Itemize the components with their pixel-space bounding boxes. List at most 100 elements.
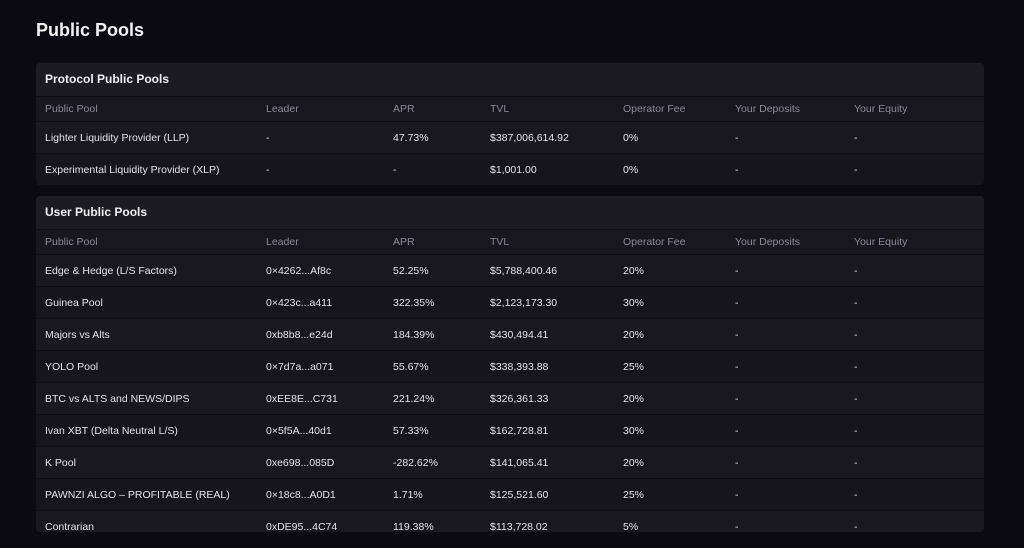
- your-deposits-cell: -: [726, 254, 845, 287]
- pool-name-cell: Ivan XBT (Delta Neutral L/S): [36, 414, 257, 447]
- pool-name-cell: Edge & Hedge (L/S Factors): [36, 254, 257, 287]
- table-row[interactable]: Experimental Liquidity Provider (XLP) - - $…: [36, 153, 984, 185]
- protocol-pools-card: Protocol Public Pools Public Pool Leader…: [36, 63, 984, 185]
- apr-cell: 119.38%: [384, 510, 481, 532]
- table-row[interactable]: Edge & Hedge (L/S Factors) 0×4262...Af8c 5…: [36, 254, 984, 287]
- leader-cell: 0×423c...a411: [257, 286, 384, 319]
- tvl-cell: $1,001.00: [481, 153, 614, 185]
- apr-cell: 221.24%: [384, 382, 481, 415]
- col-operator-fee[interactable]: Operator Fee: [614, 230, 726, 255]
- your-deposits-cell: -: [726, 382, 845, 415]
- pool-name-cell: Contrarian: [36, 510, 257, 532]
- leader-cell: 0xe698...085D: [257, 446, 384, 479]
- your-equity-cell: -: [845, 153, 984, 185]
- operator-fee-cell: 30%: [614, 414, 726, 447]
- your-deposits-cell: -: [726, 414, 845, 447]
- leader-cell: 0×18c8...A0D1: [257, 478, 384, 511]
- user-pools-card: User Public Pools Public Pool Leader APR…: [36, 196, 984, 532]
- protocol-table-header: Public Pool Leader APR TVL Operator Fee …: [36, 97, 984, 122]
- your-deposits-cell: -: [726, 286, 845, 319]
- table-row[interactable]: BTC vs ALTS and NEWS/DIPS 0xEE8E...C731 22…: [36, 382, 984, 415]
- leader-cell: -: [257, 121, 384, 154]
- tvl-cell: $387,006,614.92: [481, 121, 614, 154]
- your-deposits-cell: -: [726, 478, 845, 511]
- col-leader[interactable]: Leader: [257, 97, 384, 122]
- operator-fee-cell: 20%: [614, 318, 726, 351]
- operator-fee-cell: 20%: [614, 446, 726, 479]
- your-deposits-cell: -: [726, 121, 845, 154]
- leader-cell: 0×7d7a...a071: [257, 350, 384, 383]
- your-equity-cell: -: [845, 478, 984, 511]
- your-equity-cell: -: [845, 121, 984, 154]
- your-equity-cell: -: [845, 318, 984, 351]
- apr-cell: 55.67%: [384, 350, 481, 383]
- pool-name-cell: PAWNZI ALGO – PROFITABLE (REAL): [36, 478, 257, 511]
- col-public-pool[interactable]: Public Pool: [36, 97, 257, 122]
- col-tvl[interactable]: TVL: [481, 230, 614, 255]
- table-row[interactable]: YOLO Pool 0×7d7a...a071 55.67% $338,393.88 2…: [36, 350, 984, 383]
- your-deposits-cell: -: [726, 510, 845, 532]
- col-your-deposits[interactable]: Your Deposits: [726, 230, 845, 255]
- operator-fee-cell: 25%: [614, 350, 726, 383]
- apr-cell: -282.62%: [384, 446, 481, 479]
- apr-cell: 184.39%: [384, 318, 481, 351]
- your-equity-cell: -: [845, 286, 984, 319]
- operator-fee-cell: 30%: [614, 286, 726, 319]
- table-row[interactable]: Ivan XBT (Delta Neutral L/S) 0×5f5A...40d…: [36, 414, 984, 447]
- leader-cell: 0×4262...Af8c: [257, 254, 384, 287]
- apr-cell: 52.25%: [384, 254, 481, 287]
- leader-cell: 0xDE95...4C74: [257, 510, 384, 532]
- col-your-equity[interactable]: Your Equity: [845, 230, 984, 255]
- apr-cell: -: [384, 153, 481, 185]
- pool-name-cell: Majors vs Alts: [36, 318, 257, 351]
- protocol-pools-title: Protocol Public Pools: [36, 63, 984, 97]
- col-public-pool[interactable]: Public Pool: [36, 230, 257, 255]
- col-your-equity[interactable]: Your Equity: [845, 97, 984, 122]
- your-equity-cell: -: [845, 414, 984, 447]
- operator-fee-cell: 0%: [614, 153, 726, 185]
- operator-fee-cell: 25%: [614, 478, 726, 511]
- operator-fee-cell: 5%: [614, 510, 726, 532]
- tvl-cell: $338,393.88: [481, 350, 614, 383]
- apr-cell: 47.73%: [384, 121, 481, 154]
- col-leader[interactable]: Leader: [257, 230, 384, 255]
- tvl-cell: $113,728.02: [481, 510, 614, 532]
- table-row[interactable]: Majors vs Alts 0xb8b8...e24d 184.39% $430,4…: [36, 318, 984, 351]
- col-tvl[interactable]: TVL: [481, 97, 614, 122]
- leader-cell: 0×5f5A...40d1: [257, 414, 384, 447]
- leader-cell: 0xEE8E...C731: [257, 382, 384, 415]
- col-operator-fee[interactable]: Operator Fee: [614, 97, 726, 122]
- your-deposits-cell: -: [726, 318, 845, 351]
- protocol-pools-table: Public Pool Leader APR TVL Operator Fee …: [36, 97, 984, 185]
- your-equity-cell: -: [845, 446, 984, 479]
- col-apr[interactable]: APR: [384, 230, 481, 255]
- pool-name-cell: Guinea Pool: [36, 286, 257, 319]
- col-your-deposits[interactable]: Your Deposits: [726, 97, 845, 122]
- tvl-cell: $5,788,400.46: [481, 254, 614, 287]
- pool-name-cell: YOLO Pool: [36, 350, 257, 383]
- your-equity-cell: -: [845, 254, 984, 287]
- table-row[interactable]: Lighter Liquidity Provider (LLP) -47.73% $…: [36, 121, 984, 154]
- your-equity-cell: -: [845, 382, 984, 415]
- tvl-cell: $141,065.41: [481, 446, 614, 479]
- apr-cell: 322.35%: [384, 286, 481, 319]
- apr-cell: 57.33%: [384, 414, 481, 447]
- pool-name-cell: Lighter Liquidity Provider (LLP): [36, 121, 257, 154]
- pool-name-cell: BTC vs ALTS and NEWS/DIPS: [36, 382, 257, 415]
- table-row[interactable]: Guinea Pool 0×423c...a411 322.35% $2,123,17…: [36, 286, 984, 319]
- user-pools-table: Public Pool Leader APR TVL Operator Fee …: [36, 230, 984, 532]
- your-deposits-cell: -: [726, 153, 845, 185]
- table-row[interactable]: K Pool 0xe698...085D -282.62% $141,065.41 20…: [36, 446, 984, 479]
- pool-name-cell: Experimental Liquidity Provider (XLP): [36, 153, 257, 185]
- col-apr[interactable]: APR: [384, 97, 481, 122]
- pool-name-cell: K Pool: [36, 446, 257, 479]
- apr-cell: 1.71%: [384, 478, 481, 511]
- tvl-cell: $430,494.41: [481, 318, 614, 351]
- table-row[interactable]: PAWNZI ALGO – PROFITABLE (REAL) 0×18c8...…: [36, 478, 984, 511]
- your-deposits-cell: -: [726, 350, 845, 383]
- your-equity-cell: -: [845, 350, 984, 383]
- table-row[interactable]: Contrarian 0xDE95...4C74 119.38% $113,728.0…: [36, 510, 984, 532]
- tvl-cell: $2,123,173.30: [481, 286, 614, 319]
- tvl-cell: $326,361.33: [481, 382, 614, 415]
- tvl-cell: $125,521.60: [481, 478, 614, 511]
